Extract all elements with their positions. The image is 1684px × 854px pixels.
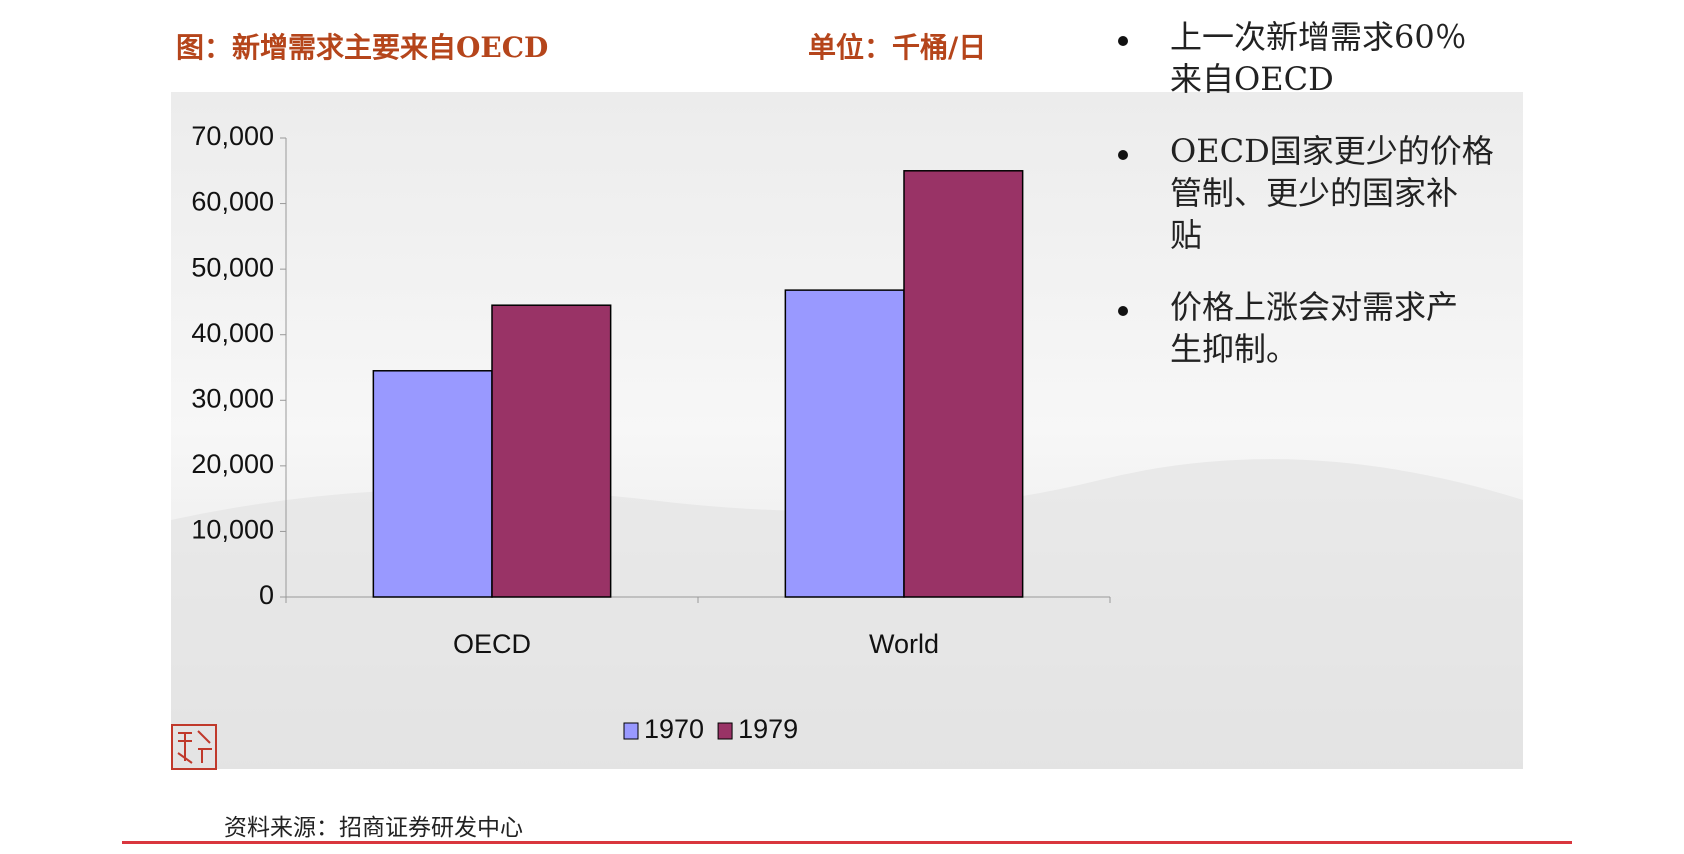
bar — [903, 170, 1024, 598]
bullet-dot — [1118, 36, 1128, 46]
bullet-line: 上一次新增需求60％ — [1170, 18, 1467, 56]
seal — [171, 724, 217, 770]
y-tick-label: 50,000 — [191, 252, 274, 282]
bullet-list: 上一次新增需求60％ 来自OECD OECD国家更少的价格 管制、更少的国家补贴价格上… — [1118, 16, 1538, 400]
unit-label: 单位：千桶/日 — [808, 31, 987, 64]
bullet-dot — [1118, 306, 1128, 316]
legend-swatch — [623, 722, 639, 740]
legend-label: 1970 — [644, 714, 704, 744]
bar — [784, 289, 905, 598]
legend-label: 1979 — [738, 714, 798, 744]
y-tick-label: 0 — [259, 580, 274, 610]
y-tick-label: 60,000 — [191, 187, 274, 217]
y-tick-label: 10,000 — [191, 515, 274, 545]
x-tick-label: OECD — [453, 629, 531, 659]
bullet-line: 管制、更少的国家补 — [1170, 174, 1459, 212]
legend-swatch — [717, 722, 733, 740]
bullet-line: 来自OECD — [1170, 60, 1334, 98]
bullet-line: 贴 — [1170, 216, 1203, 254]
x-tick-label: World — [869, 629, 939, 659]
bullet-line: OECD国家更少的价格 — [1170, 132, 1494, 170]
bar — [491, 304, 612, 598]
source: 资料来源：招商证券研发中心 — [224, 815, 523, 841]
bullet-line: 生抑制。 — [1170, 330, 1299, 368]
y-tick-label: 30,000 — [191, 383, 274, 413]
bar — [372, 370, 493, 598]
bullet: OECD国家更少的价格 管制、更少的国家补贴 — [1118, 130, 1538, 256]
bullet-line: 价格上涨会对需求产 — [1170, 288, 1459, 326]
y-tick-label: 20,000 — [191, 449, 274, 479]
chart: 0 10,000 20,000 30,000 40,000 50,000 60,000 70,… — [171, 92, 1523, 770]
chart-title: 图：新增需求主要来自OECD — [176, 31, 549, 64]
bullet-dot — [1118, 150, 1128, 160]
bullet: 上一次新增需求60％ 来自OECD — [1118, 16, 1538, 100]
y-tick-label: 40,000 — [191, 318, 274, 348]
y-tick-label: 70,000 — [191, 121, 274, 151]
divider — [122, 841, 1572, 844]
bullet: 价格上涨会对需求产 生抑制。 — [1118, 286, 1538, 370]
